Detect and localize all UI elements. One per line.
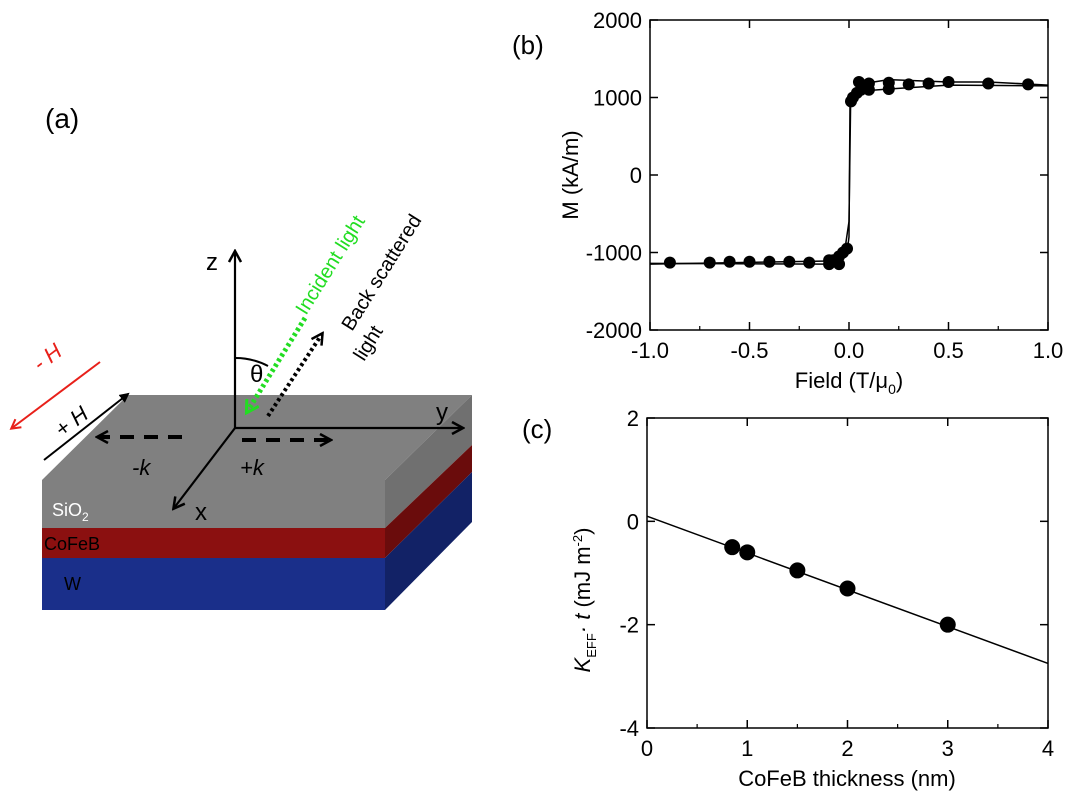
panel-b-xlabel: Field (T/μ0) (795, 368, 903, 397)
plus-h-label: + H (50, 401, 93, 442)
panel-b-data-point (743, 255, 756, 268)
panel-c-ytick-label: 2 (627, 406, 639, 431)
panel-b-xtick-label: 1.0 (1033, 338, 1064, 363)
panel-c-ytick-label: 0 (627, 509, 639, 534)
panel-b-xtick-label: 0.0 (834, 338, 865, 363)
panel-c-data-point (939, 616, 956, 633)
panel-b-ylabel: M (kA/m) (558, 130, 583, 219)
panel-c-frame (646, 417, 1049, 729)
panel-b: (b) -1.0 -0.5 0.0 0.5 1.0 -2000 -1000 0 1000 2000… (512, 8, 1063, 397)
panel-b-data-point (803, 256, 816, 269)
plus-h-arrow (43, 392, 130, 461)
sio2-layer (42, 480, 385, 528)
panel-c-xtick-label: 3 (942, 736, 954, 761)
panel-b-ytick-label: 1000 (593, 86, 642, 111)
panel-c-data-point (789, 562, 806, 579)
panel-b-data-point (723, 255, 736, 268)
sio2-label: SiO2 (52, 500, 89, 524)
panel-c-points (724, 539, 956, 633)
panel-a: (a) SiO2 CoFeB W z y x θ Incident light … (12, 103, 472, 610)
panel-b-data-point (783, 255, 796, 268)
panel-c: (c) 0 1 2 3 4 -4 -2 0 2 CoFeB thickness (nm) KEF… (522, 406, 1054, 791)
panel-b-points (663, 76, 1035, 271)
z-label: z (206, 249, 218, 276)
panel-c-xtick-label: 4 (1042, 736, 1054, 761)
w-side-face (385, 472, 472, 610)
minus-h-label: - H (28, 338, 67, 376)
minus-h-arrow (12, 361, 101, 428)
incident-light-arrow (244, 316, 308, 412)
panel-c-xtick-label: 1 (741, 736, 753, 761)
panel-b-label: (b) (512, 30, 544, 60)
panel-c-data-point (739, 544, 756, 561)
plus-k-label: +k (240, 455, 265, 480)
x-axis (174, 427, 236, 508)
panel-b-ytick-label: 0 (630, 163, 642, 188)
panel-c-ytick-label: -4 (619, 716, 639, 741)
sio2-top-face (42, 395, 472, 480)
panel-b-data-point (833, 258, 846, 271)
minus-k-label: -k (132, 455, 151, 480)
panel-b-data-point (1022, 78, 1035, 91)
cofeb-side-face (385, 445, 472, 558)
panel-b-data-point (763, 255, 776, 268)
panel-b-ticks (649, 19, 1049, 331)
panel-b-ytick-label: -2000 (586, 318, 642, 343)
w-label: W (64, 574, 81, 594)
panel-c-data-point (724, 539, 741, 556)
panel-b-data-point (852, 76, 865, 88)
panel-c-ylabel: KEFF· t (mJ m-2) (570, 528, 599, 673)
panel-c-data-point (839, 580, 856, 597)
panel-b-xtick-label: 0.5 (933, 338, 964, 363)
w-layer (42, 558, 385, 610)
panel-b-data-point (862, 83, 875, 96)
panel-b-data-point (823, 254, 836, 267)
panel-b-data-point (942, 76, 955, 88)
theta-arc (234, 356, 269, 367)
panel-a-label: (a) (45, 103, 79, 134)
panel-b-ytick-label: 2000 (593, 8, 642, 33)
back-scattered-arrow (266, 334, 322, 418)
panel-b-ytick-label: -1000 (586, 241, 642, 266)
y-label: y (436, 399, 448, 426)
panel-b-data-point (902, 78, 915, 91)
panel-c-xtick-label: 2 (841, 736, 853, 761)
cofeb-label: CoFeB (44, 534, 100, 554)
panel-b-data-point (982, 77, 995, 90)
panel-c-label: (c) (522, 414, 552, 444)
x-label: x (195, 499, 207, 526)
panel-c-xtick-label: 0 (641, 736, 653, 761)
panel-b-data-point (703, 256, 716, 269)
theta-label: θ (250, 361, 263, 388)
cofeb-layer (42, 528, 385, 558)
panel-b-xtick-label: -0.5 (731, 338, 769, 363)
panel-b-xtick-label: -1.0 (631, 338, 669, 363)
panel-b-data-point (882, 82, 895, 95)
panel-b-tick-labels: -1.0 -0.5 0.0 0.5 1.0 -2000 -1000 0 1000 2000 (586, 8, 1064, 363)
panel-b-data-point (922, 77, 935, 90)
panel-c-ytick-label: -2 (619, 613, 639, 638)
panel-b-data-point (663, 256, 676, 269)
panel-c-ticks (646, 417, 1049, 729)
panel-c-xlabel: CoFeB thickness (nm) (738, 766, 956, 791)
panel-c-tick-labels: 0 1 2 3 4 -4 -2 0 2 (619, 406, 1054, 761)
panel-b-data-point (841, 242, 854, 255)
